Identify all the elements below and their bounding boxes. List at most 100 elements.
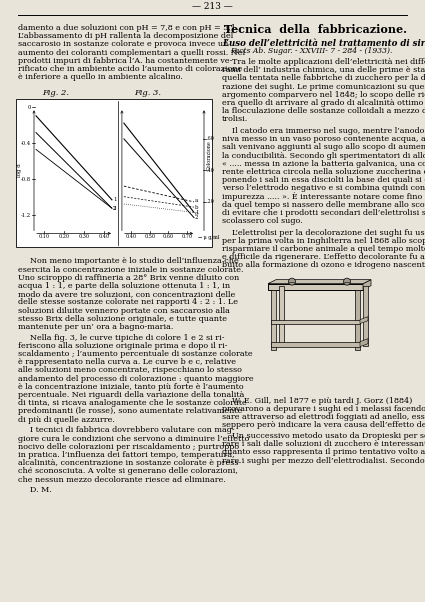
Text: -0.8: -0.8	[21, 177, 31, 182]
Text: buito alla formazione di ozono e idrogeno nascenti.: buito alla formazione di ozono e idrogen…	[222, 261, 425, 269]
Text: quella tentata nelle fabbriche di zucchero per la depu-: quella tentata nelle fabbriche di zucche…	[222, 75, 425, 82]
Text: 1: 1	[113, 197, 116, 202]
Text: 2: 2	[195, 215, 198, 220]
Text: Nella fig. 3, le curve tipiche di colore 1 e 2 si ri-: Nella fig. 3, le curve tipiche di colore…	[30, 334, 224, 342]
Text: e difficile da rigenerare. L’effetto decolorante fu attri-: e difficile da rigenerare. L’effetto dec…	[222, 253, 425, 261]
Text: niva messo in un vaso poroso contenente acqua, alcuni: niva messo in un vaso poroso contenente …	[222, 135, 425, 143]
Text: rare i sughi per mezzo dell’elettrodialisi. Secondo questo: rare i sughi per mezzo dell’elettrodiali…	[222, 456, 425, 465]
Text: L’abbassamento di pH rallenta la decomposizione del: L’abbassamento di pH rallenta la decompo…	[18, 32, 233, 40]
Text: 0: 0	[28, 105, 31, 110]
Text: Uno sciroppo di raffineria a 28° Brix venne diluito con: Uno sciroppo di raffineria a 28° Brix ve…	[18, 274, 239, 282]
Text: .20: .20	[207, 199, 215, 205]
Text: percentuale. Nei riguardi della variazione della tonalità: percentuale. Nei riguardi della variazio…	[18, 391, 244, 399]
Text: 2: 2	[113, 206, 116, 211]
Polygon shape	[360, 339, 368, 347]
Text: alle soluzioni meno concentrate, rispecchiano lo stesso: alle soluzioni meno concentrate, rispecc…	[18, 367, 242, 374]
Text: W. E. Gill, nel 1877 e più tardi J. Gorz (1884): W. E. Gill, nel 1877 e più tardi J. Gorz…	[232, 397, 412, 405]
Text: .40: .40	[207, 168, 215, 173]
Text: in pratica. l’influenza dei fattori tempo, temperatura,: in pratica. l’influenza dei fattori temp…	[18, 451, 235, 459]
Text: -1.2: -1.2	[21, 213, 31, 218]
Circle shape	[343, 278, 351, 285]
Text: c: c	[195, 211, 198, 216]
Polygon shape	[363, 280, 371, 290]
Text: trolisi.: trolisi.	[222, 116, 248, 123]
Text: scaldamento ; l’aumento percentuale di sostanze colorate: scaldamento ; l’aumento percentuale di s…	[18, 350, 252, 358]
Text: quanto esso rappresenta il primo tentativo volto a depu-: quanto esso rappresenta il primo tentati…	[222, 448, 425, 456]
Bar	[268, 284, 363, 290]
Text: impurezza ..... ». È interessante notare come fino: impurezza ..... ». È interessante notare…	[222, 193, 422, 202]
Text: 0.40: 0.40	[98, 234, 110, 240]
Text: — 213 —: — 213 —	[192, 2, 233, 11]
Text: Fig. 2.: Fig. 2.	[42, 90, 70, 98]
Text: predominanti (le rosse), sono aumentate relativamente: predominanti (le rosse), sono aumentate …	[18, 408, 242, 415]
Text: I tecnici di fabbrica dovrebbero valutare con mag-: I tecnici di fabbrica dovrebbero valutar…	[30, 426, 235, 434]
Text: Facts Ab. Sugar. - XXVIII- 7 - 284 - (1933).: Facts Ab. Sugar. - XXVIII- 7 - 284 - (19…	[230, 47, 392, 55]
Text: andamento del processo di colorazione : quanto maggiore: andamento del processo di colorazione : …	[18, 374, 254, 383]
Bar	[271, 342, 360, 347]
Text: rare i sali dalle soluzioni di zucchero è interessante in: rare i sali dalle soluzioni di zucchero …	[222, 440, 425, 448]
Text: 0.40: 0.40	[126, 234, 137, 240]
Text: saccarosio in sostanze colorate e provoca invece un: saccarosio in sostanze colorate e provoc…	[18, 40, 228, 48]
Text: di evitare che i prodotti secondari dell’elettrolisi si me-: di evitare che i prodotti secondari dell…	[222, 209, 425, 217]
Text: verso l’elettrodo negativo e si combina quindi con le: verso l’elettrodo negativo e si combina …	[222, 184, 425, 192]
Text: argomento comparvero nel 1848; lo scopo delle ricerche: argomento comparvero nel 1848; lo scopo …	[222, 91, 425, 99]
Text: scolassero col sugo.: scolassero col sugo.	[222, 217, 303, 225]
Text: log d: log d	[17, 164, 23, 177]
Text: è la concentrazione iniziale, tanto più forte è l’aumento: è la concentrazione iniziale, tanto più …	[18, 383, 244, 391]
Text: razione dei sughi. Le prime comunicazioni su questo: razione dei sughi. Le prime comunicazion…	[222, 82, 425, 90]
Circle shape	[289, 278, 295, 285]
Text: sare attraverso ad elettrodi foggiati ad anello, essi non: sare attraverso ad elettrodi foggiati ad…	[222, 413, 425, 421]
Text: alcalinità, concentrazione in sostanze colorate è press-: alcalinità, concentrazione in sostanze c…	[18, 459, 241, 467]
Text: per la prima volta in Inghilterra nel 1868 allo scopo di: per la prima volta in Inghilterra nel 18…	[222, 237, 425, 245]
Bar	[279, 286, 284, 346]
Text: di più di quelle azzurre.: di più di quelle azzurre.	[18, 415, 115, 424]
Text: 0.50: 0.50	[144, 234, 155, 240]
Text: -0.4: -0.4	[21, 141, 31, 146]
Text: è rappresentato nella curva a. Le curve b e c, relative: è rappresentato nella curva a. Le curve …	[18, 358, 236, 366]
Text: 0.60: 0.60	[163, 234, 174, 240]
Text: 0.20: 0.20	[58, 234, 70, 240]
Bar	[271, 320, 360, 324]
Text: 1: 1	[195, 210, 198, 215]
Text: sali venivano aggiunti al sugo allo scopo di aumentare: sali venivano aggiunti al sugo allo scop…	[222, 143, 425, 151]
Text: rente elettrica circola nella soluzione zuccherina decom-: rente elettrica circola nella soluzione …	[222, 168, 425, 176]
Text: esercita la concentrazione iniziale in sostanze colorate.: esercita la concentrazione iniziale in s…	[18, 265, 244, 273]
Text: 0.70: 0.70	[181, 234, 192, 240]
Text: a: a	[195, 199, 198, 203]
Text: che nessun mezzo decolorante riesce ad eliminare.: che nessun mezzo decolorante riesce ad e…	[18, 476, 226, 483]
Bar	[363, 286, 368, 346]
Text: delle stesse sostanze colorate nei rapporti 4 : 2 : 1. Le: delle stesse sostanze colorate nei rappo…	[18, 299, 238, 306]
Text: è inferiore a quello in ambiente alcalino.: è inferiore a quello in ambiente alcalin…	[18, 73, 183, 81]
Bar	[355, 290, 360, 350]
Text: 0.10: 0.10	[38, 234, 50, 240]
Text: Il catodo era immerso nel sugo, mentre l’anodo te-: Il catodo era immerso nel sugo, mentre l…	[232, 127, 425, 135]
Text: mantenute per un’ ora a bagno-maria.: mantenute per un’ ora a bagno-maria.	[18, 323, 173, 331]
Text: L’uso dell’elettricità nel trattamento di siroppi. -: L’uso dell’elettricità nel trattamento d…	[222, 38, 425, 48]
Bar	[16, 99, 212, 247]
Text: giore cura le condizioni che servono a diminuire l’effetto: giore cura le condizioni che servono a d…	[18, 435, 249, 442]
Text: → μ g/ml: → μ g/ml	[198, 235, 219, 240]
Text: da quel tempo si nassero delle membrane allo scopo: da quel tempo si nassero delle membrane …	[222, 200, 425, 209]
Text: di tinta, si ricava analogamente che le sostanze colorate: di tinta, si ricava analogamente che le …	[18, 399, 247, 408]
Text: seppero però indicare la vera causa dell’effetto depurante.: seppero però indicare la vera causa dell…	[222, 421, 425, 429]
Text: 3: 3	[113, 206, 116, 211]
Text: la flocculazione delle sostanze colloidali a mezzo dell’elet-: la flocculazione delle sostanze colloida…	[222, 107, 425, 115]
Text: modo da avere tre soluzioni, con concentrazioni delle: modo da avere tre soluzioni, con concent…	[18, 290, 235, 298]
Text: b: b	[195, 205, 198, 209]
Text: risparmiare il carbone animale a quel tempo molto caro: risparmiare il carbone animale a quel te…	[222, 245, 425, 253]
Text: 0.30: 0.30	[78, 234, 90, 240]
Text: la conducibilità. Secondo gli sperimentatori di allora: la conducibilità. Secondo gli sperimenta…	[222, 152, 425, 160]
Text: rificato che in ambiente acido l’aumento di colorazione: rificato che in ambiente acido l’aumento…	[18, 65, 242, 73]
Text: soluzioni diluite vennero portate con saccarosio alla: soluzioni diluite vennero portate con sa…	[18, 306, 230, 315]
Text: rami dell’ industria chimica, una delle prime è stata: rami dell’ industria chimica, una delle …	[222, 66, 425, 74]
Text: stesso Brix della soluzione originale, e tutte quante: stesso Brix della soluzione originale, e…	[18, 315, 227, 323]
Text: .60: .60	[207, 137, 215, 141]
Polygon shape	[360, 317, 368, 324]
Bar	[271, 290, 276, 350]
Text: feriscono alla soluzione originale prima e dopo il ri-: feriscono alla soluzione originale prima…	[18, 342, 227, 350]
Text: Fig. 3.: Fig. 3.	[134, 90, 162, 98]
Text: Tecnica  della  fabbricazione.: Tecnica della fabbricazione.	[224, 24, 408, 35]
Text: damento a due soluzioni con pH = 7,8 e con pH = 5,1.: damento a due soluzioni con pH = 7,8 e c…	[18, 24, 238, 32]
Text: Tra le molte applicazioni dell’elettricità nei differenti: Tra le molte applicazioni dell’elettrici…	[232, 58, 425, 66]
Text: L’elettrolisi per la decolorazione dei sughi fu usata: L’elettrolisi per la decolorazione dei s…	[232, 229, 425, 237]
